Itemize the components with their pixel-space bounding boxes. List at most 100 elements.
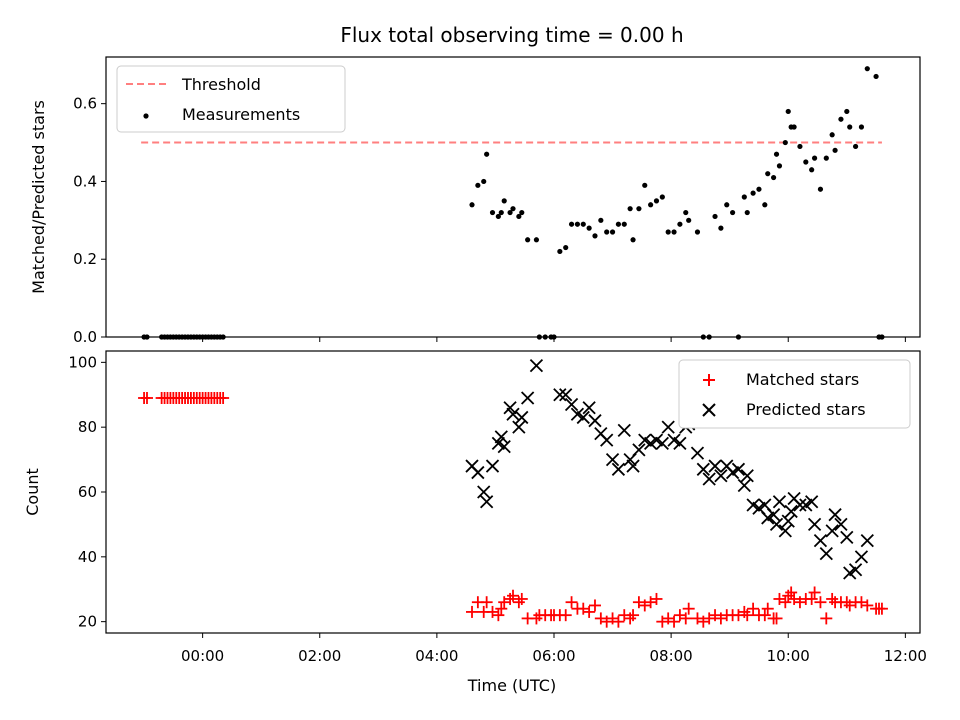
matched-star-point <box>650 592 663 605</box>
measurement-point <box>817 186 824 192</box>
x-tick-label: 00:00 <box>181 647 224 665</box>
measurement-point <box>741 194 747 200</box>
predicted-star-point <box>506 407 520 421</box>
measurement-point <box>475 182 481 188</box>
matched-star-point <box>779 596 792 609</box>
measurement-point <box>724 202 730 208</box>
measurement-point <box>642 182 648 188</box>
measurement-point <box>700 334 706 340</box>
predicted-star-point <box>766 508 781 522</box>
predicted-star-point <box>737 478 751 493</box>
matched-star-point <box>588 599 601 612</box>
y-tick-label: 40 <box>78 548 97 566</box>
matched-star-point <box>758 609 771 622</box>
predicted-star-point <box>497 439 511 454</box>
matched-star-point <box>507 589 519 602</box>
measurement-point <box>744 209 750 216</box>
matched-star-point <box>808 586 821 599</box>
measurement-point <box>481 178 487 185</box>
matched-star-point <box>741 609 754 622</box>
legend-predicted-label: Predicted stars <box>746 400 866 419</box>
x-tick-label: 06:00 <box>532 647 575 665</box>
top-plot-frame <box>105 56 921 338</box>
y-tick-label: 20 <box>78 613 97 631</box>
predicted-star-point <box>626 459 640 473</box>
measurement-point <box>510 206 516 212</box>
matched-star-point <box>820 612 833 625</box>
measurement-point <box>797 143 803 150</box>
measurement-point <box>621 221 627 227</box>
measurement-point <box>712 213 718 220</box>
matched-star-point <box>612 615 625 628</box>
measurement-point <box>592 233 598 239</box>
measurement-point <box>765 171 771 177</box>
y-tick-label: 0.0 <box>73 328 97 346</box>
measurement-point <box>879 334 885 340</box>
measurement-point <box>220 334 226 340</box>
measurement-point <box>782 139 788 146</box>
x-tick-label: 10:00 <box>767 647 810 665</box>
y-tick-label: 100 <box>68 353 97 371</box>
measurement-point <box>563 244 569 251</box>
matched-star-point <box>495 602 508 615</box>
measurement-point <box>495 213 501 220</box>
matched-star-point <box>480 596 493 609</box>
matched-star-point <box>627 609 640 622</box>
matched-star-point <box>861 599 874 612</box>
measurement-point <box>838 116 844 122</box>
predicted-star-point <box>708 459 722 473</box>
legend-measurements-label: Measurements <box>182 105 300 124</box>
predicted-star-point <box>778 524 792 538</box>
matched-star-point <box>492 609 505 622</box>
measurement-point <box>630 237 636 243</box>
measurement-point <box>750 190 756 196</box>
predicted-star-point <box>772 495 787 509</box>
measurement-point <box>776 163 783 169</box>
measurement-point <box>770 174 777 181</box>
measurement-point <box>718 225 724 231</box>
measurement-point <box>525 237 531 243</box>
predicted-star-point <box>617 423 631 438</box>
predicted-star-point <box>576 410 590 425</box>
measurement-point <box>873 73 879 80</box>
measurement-point <box>791 124 797 130</box>
measurement-point <box>756 186 762 192</box>
measurement-point <box>144 334 150 340</box>
predicted-star-point <box>819 546 833 561</box>
measurement-point <box>677 221 683 227</box>
matched-star-point <box>140 392 153 404</box>
predicted-star-point <box>529 358 544 373</box>
matched-star-point <box>805 592 818 605</box>
predicted-star-point <box>477 485 491 499</box>
y-tick-label: 0.4 <box>73 172 97 190</box>
predicted-star-point <box>828 508 842 522</box>
measurement-point <box>604 229 610 235</box>
matched-star-point <box>679 612 692 625</box>
measurement-point <box>823 155 829 161</box>
predicted-star-point <box>714 469 728 483</box>
measurement-point <box>580 221 586 227</box>
predicted-star-point <box>731 462 746 476</box>
predicted-star-point <box>494 430 508 444</box>
predicted-star-point <box>512 420 526 434</box>
x-tick-label: 08:00 <box>649 647 692 665</box>
x-tick-label: 12:00 <box>884 647 927 665</box>
top-y-axis-label: Matched/Predicted stars <box>29 100 48 294</box>
measurement-point <box>683 209 689 216</box>
chart-title: Flux total observing time = 0.00 h <box>340 23 683 47</box>
legend-threshold-label: Threshold <box>181 75 261 94</box>
matched-star-point <box>583 605 596 618</box>
matched-star-point <box>682 602 695 615</box>
predicted-star-point <box>480 495 494 509</box>
predicted-star-point <box>805 495 819 509</box>
predicted-star-point <box>485 459 500 473</box>
measurement-point <box>557 248 563 255</box>
measurement-point <box>730 209 736 216</box>
measurement-point <box>551 334 557 340</box>
measurement-point <box>858 124 865 130</box>
measurement-point <box>852 143 859 150</box>
measurement-point <box>735 334 742 340</box>
x-tick-label: 04:00 <box>415 647 458 665</box>
measurement-point <box>671 229 677 235</box>
predicted-star-point <box>834 517 848 532</box>
